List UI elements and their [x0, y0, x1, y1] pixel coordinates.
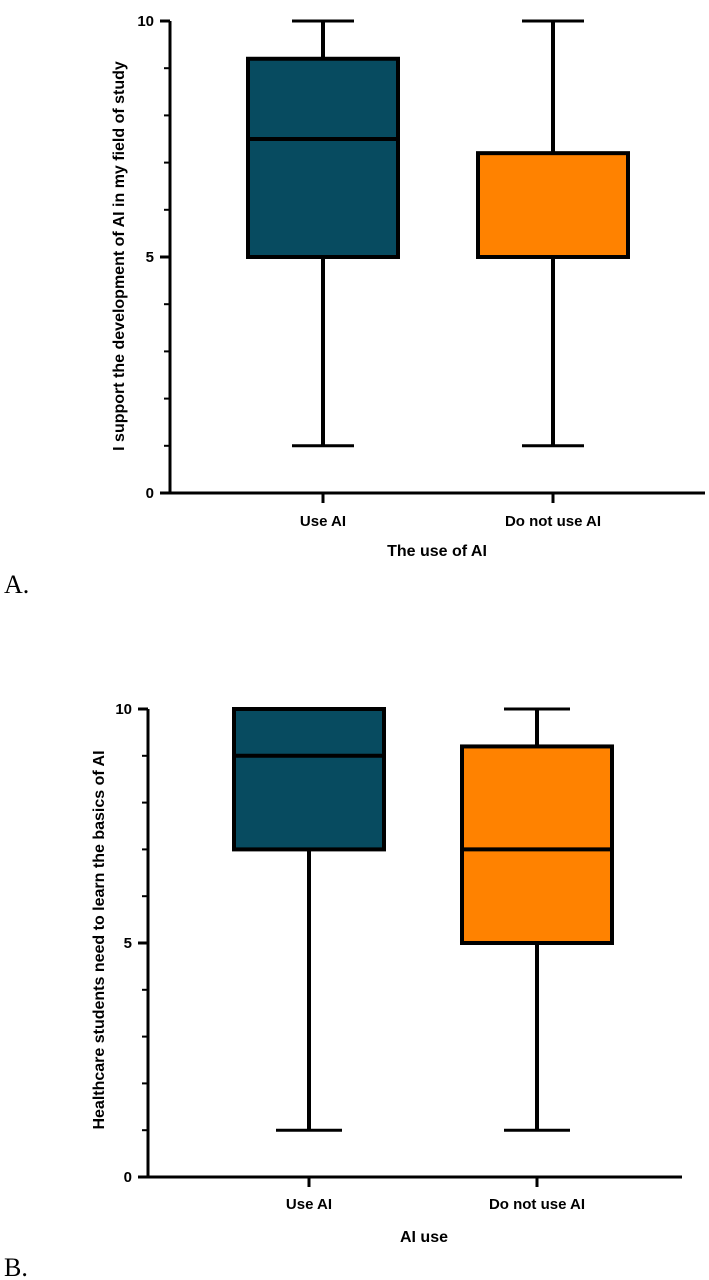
box-use-ai — [246, 19, 400, 448]
x-axis-ticks: Use AI Do not use AI — [300, 493, 601, 530]
box-plots — [246, 19, 630, 448]
box-do-not-use-ai — [460, 707, 614, 1132]
iqr-box — [476, 151, 630, 259]
box-do-not-use-ai — [476, 19, 630, 448]
y-axis-ticks: 0 5 10 — [115, 701, 148, 1186]
panel-label: B. — [4, 1253, 28, 1280]
x-tick-label: Do not use AI — [489, 1196, 585, 1213]
box-use-ai — [232, 707, 386, 1132]
x-axis-title: The use of AI — [387, 543, 487, 560]
x-axis-title: AI use — [400, 1229, 448, 1246]
iqr-box — [246, 56, 400, 260]
y-tick-label: 10 — [115, 701, 132, 718]
y-axis-ticks: 0 5 10 — [137, 13, 170, 502]
x-tick-label: Use AI — [286, 1196, 332, 1213]
y-axis-title: Healthcare students need to learn the ba… — [91, 750, 108, 1129]
box-plots — [232, 707, 614, 1132]
y-tick-label: 0 — [146, 485, 154, 502]
x-tick-label: Use AI — [300, 513, 346, 530]
x-tick-label: Do not use AI — [505, 513, 601, 530]
chart-panel-b: Healthcare students need to learn the ba… — [4, 701, 682, 1280]
chart-panel-a: I support the development of AI in my fi… — [4, 13, 705, 599]
iqr-box — [232, 707, 386, 852]
x-axis-ticks: Use AI Do not use AI — [286, 1177, 585, 1213]
panel-label: A. — [4, 570, 29, 599]
y-axis-title: I support the development of AI in my fi… — [111, 61, 128, 451]
y-tick-label: 0 — [124, 1169, 132, 1186]
iqr-box — [460, 744, 614, 945]
y-tick-label: 10 — [137, 13, 154, 30]
y-tick-label: 5 — [146, 249, 154, 266]
y-tick-label: 5 — [124, 935, 132, 952]
